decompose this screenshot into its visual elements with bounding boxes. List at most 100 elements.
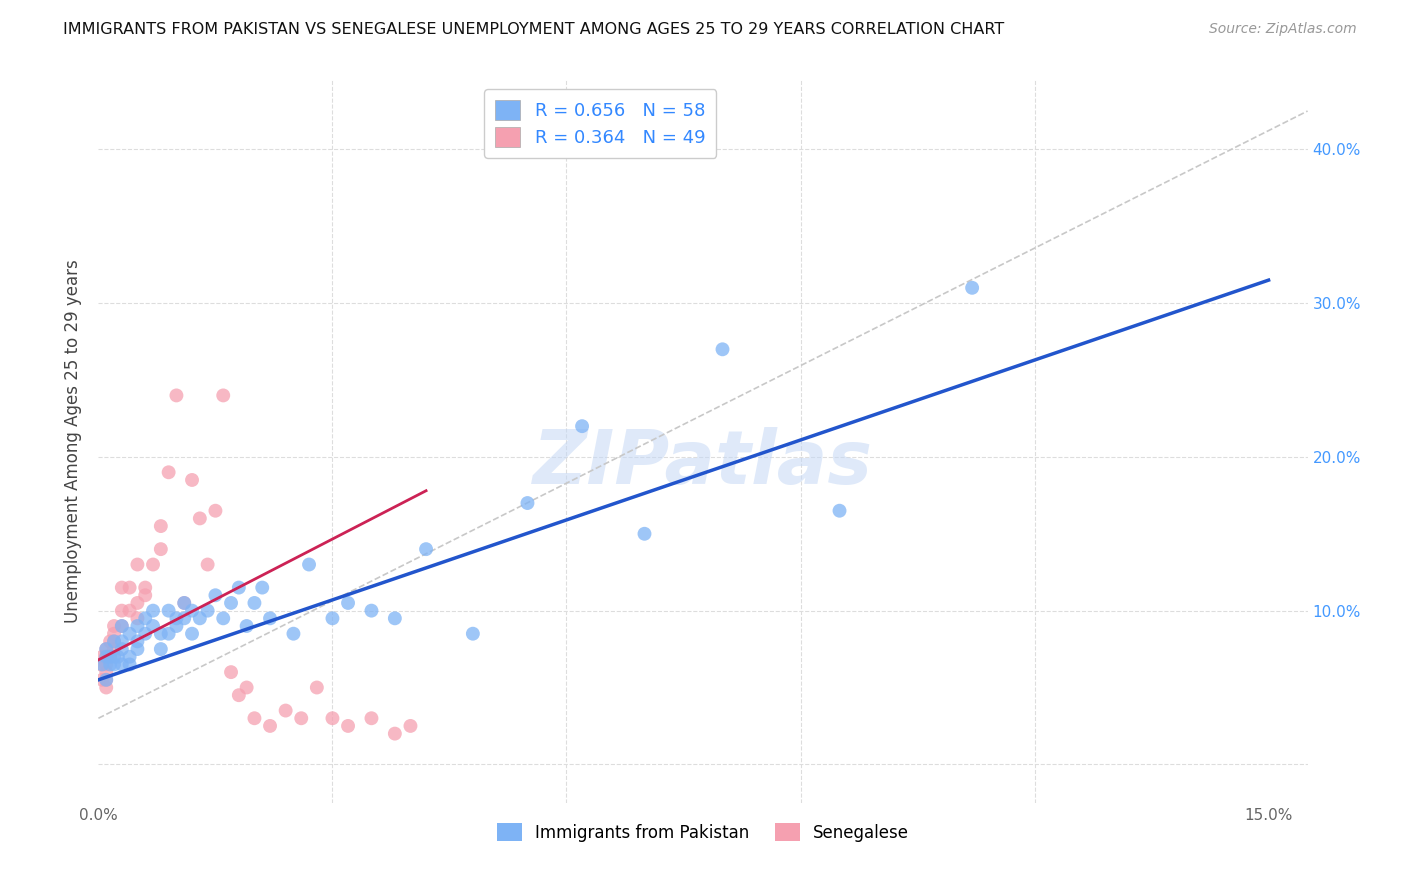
Point: [212, 388, 235, 402]
Point: [149, 542, 172, 557]
Point: [96, 657, 118, 672]
Point: [111, 619, 134, 633]
Point: [204, 504, 226, 518]
Point: [127, 634, 149, 648]
Point: [173, 596, 195, 610]
Point: [118, 626, 141, 640]
Point: [134, 626, 156, 640]
Point: [633, 526, 655, 541]
Point: [127, 611, 149, 625]
Point: [98, 649, 121, 664]
Point: [149, 626, 172, 640]
Point: [127, 596, 149, 610]
Point: [173, 596, 195, 610]
Point: [298, 558, 321, 572]
Point: [103, 634, 125, 648]
Point: [165, 619, 187, 633]
Point: [103, 619, 125, 633]
Point: [235, 619, 257, 633]
Point: [571, 419, 593, 434]
Point: [384, 726, 406, 740]
Point: [111, 619, 134, 633]
Point: [103, 626, 125, 640]
Point: [173, 611, 195, 625]
Point: [127, 558, 149, 572]
Point: [188, 511, 211, 525]
Legend: Immigrants from Pakistan, Senegalese: Immigrants from Pakistan, Senegalese: [491, 817, 915, 848]
Point: [219, 596, 242, 610]
Point: [134, 581, 156, 595]
Point: [96, 649, 118, 664]
Point: [399, 719, 422, 733]
Text: IMMIGRANTS FROM PAKISTAN VS SENEGALESE UNEMPLOYMENT AMONG AGES 25 TO 29 YEARS CO: IMMIGRANTS FROM PAKISTAN VS SENEGALESE U…: [63, 22, 1004, 37]
Point: [181, 626, 204, 640]
Point: [290, 711, 312, 725]
Point: [96, 681, 118, 695]
Point: [111, 634, 134, 648]
Point: [96, 649, 118, 664]
Point: [228, 581, 250, 595]
Point: [96, 642, 118, 657]
Point: [127, 642, 149, 657]
Point: [118, 581, 141, 595]
Text: Source: ZipAtlas.com: Source: ZipAtlas.com: [1209, 22, 1357, 37]
Point: [96, 673, 118, 687]
Point: [228, 688, 250, 702]
Point: [283, 626, 305, 640]
Point: [274, 704, 297, 718]
Point: [118, 657, 141, 672]
Point: [516, 496, 538, 510]
Point: [165, 611, 187, 625]
Point: [252, 581, 274, 595]
Point: [259, 611, 281, 625]
Point: [960, 281, 983, 295]
Point: [149, 519, 172, 533]
Point: [134, 611, 156, 625]
Point: [142, 619, 165, 633]
Point: [384, 611, 406, 625]
Point: [711, 343, 734, 357]
Point: [98, 649, 121, 664]
Point: [461, 626, 484, 640]
Point: [337, 596, 360, 610]
Point: [828, 504, 851, 518]
Point: [107, 649, 129, 664]
Point: [181, 473, 204, 487]
Point: [204, 588, 226, 602]
Point: [360, 711, 382, 725]
Point: [259, 719, 281, 733]
Point: [103, 649, 125, 664]
Point: [181, 604, 204, 618]
Point: [188, 611, 211, 625]
Point: [103, 642, 125, 657]
Point: [321, 711, 343, 725]
Point: [321, 611, 343, 625]
Point: [134, 588, 156, 602]
Point: [91, 657, 114, 672]
Point: [337, 719, 360, 733]
Point: [91, 649, 114, 664]
Point: [243, 711, 266, 725]
Point: [243, 596, 266, 610]
Point: [157, 626, 180, 640]
Point: [98, 634, 121, 648]
Point: [90, 657, 112, 672]
Point: [118, 649, 141, 664]
Point: [415, 542, 437, 557]
Point: [111, 642, 134, 657]
Point: [103, 634, 125, 648]
Y-axis label: Unemployment Among Ages 25 to 29 years: Unemployment Among Ages 25 to 29 years: [65, 260, 83, 624]
Point: [149, 642, 172, 657]
Point: [165, 388, 187, 402]
Point: [212, 611, 235, 625]
Text: ZIPatlas: ZIPatlas: [533, 426, 873, 500]
Point: [111, 604, 134, 618]
Point: [96, 642, 118, 657]
Point: [118, 604, 141, 618]
Point: [111, 657, 134, 672]
Point: [111, 581, 134, 595]
Point: [197, 604, 219, 618]
Point: [127, 619, 149, 633]
Point: [96, 673, 118, 687]
Point: [142, 604, 165, 618]
